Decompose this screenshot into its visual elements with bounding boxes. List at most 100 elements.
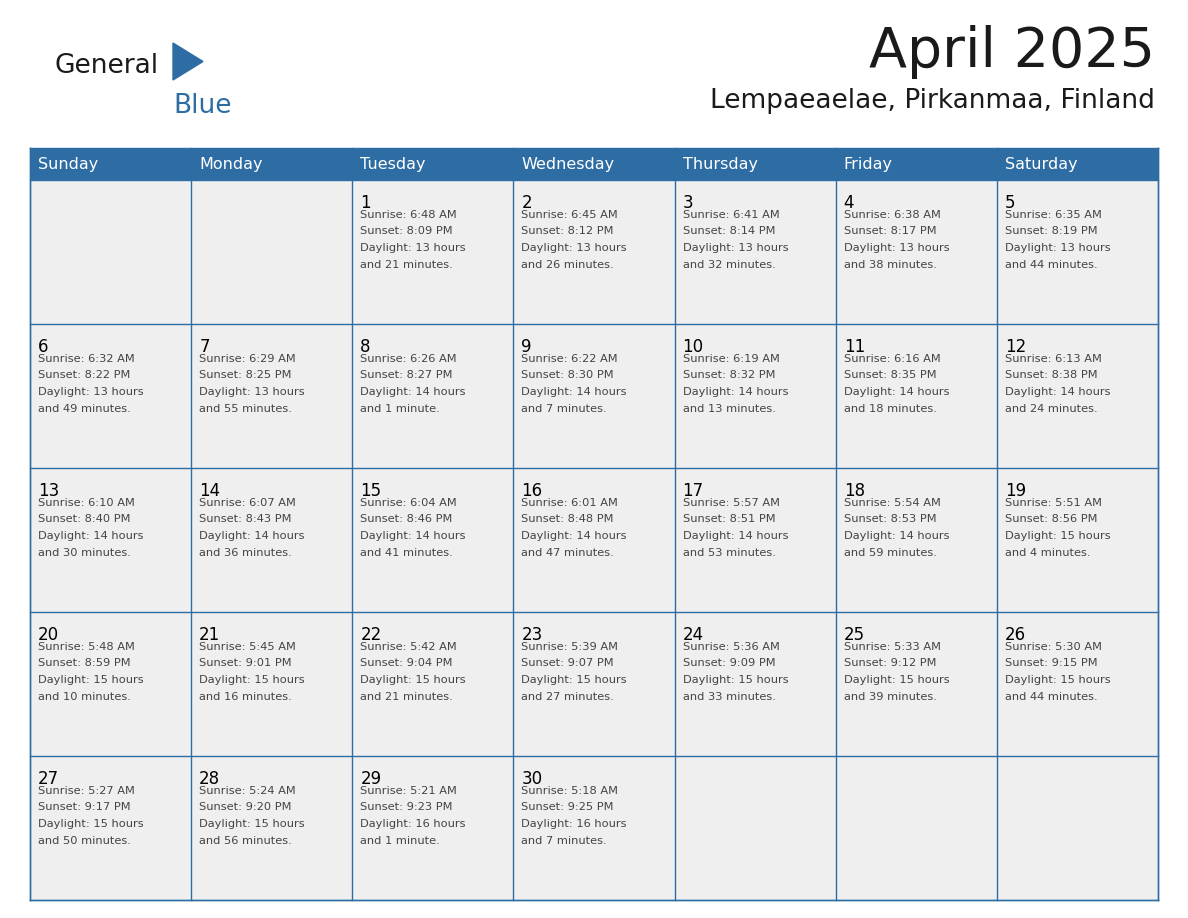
Text: and 53 minutes.: and 53 minutes. [683, 547, 776, 557]
Text: Sunrise: 5:18 AM: Sunrise: 5:18 AM [522, 786, 619, 796]
Text: Sunrise: 6:01 AM: Sunrise: 6:01 AM [522, 498, 618, 508]
Bar [835, 324, 997, 468]
Text: Lempaeaelae, Pirkanmaa, Finland: Lempaeaelae, Pirkanmaa, Finland [710, 88, 1155, 114]
Text: Daylight: 15 hours: Daylight: 15 hours [1005, 675, 1111, 685]
Text: Daylight: 15 hours: Daylight: 15 hours [200, 675, 305, 685]
Bar [835, 180, 997, 324]
Bar [191, 324, 353, 468]
Text: Tuesday: Tuesday [360, 156, 425, 172]
Text: Sunrise: 6:48 AM: Sunrise: 6:48 AM [360, 210, 457, 220]
Text: and 59 minutes.: and 59 minutes. [843, 547, 936, 557]
Text: 18: 18 [843, 482, 865, 500]
Bar [30, 756, 191, 900]
Text: Sunrise: 5:48 AM: Sunrise: 5:48 AM [38, 642, 135, 652]
Bar [513, 756, 675, 900]
Text: Sunrise: 5:42 AM: Sunrise: 5:42 AM [360, 642, 457, 652]
Text: 21: 21 [200, 626, 221, 644]
Text: Sunset: 9:20 PM: Sunset: 9:20 PM [200, 802, 291, 812]
Text: Sunrise: 5:57 AM: Sunrise: 5:57 AM [683, 498, 779, 508]
Text: 30: 30 [522, 770, 543, 788]
Text: Daylight: 14 hours: Daylight: 14 hours [843, 531, 949, 541]
Text: Sunrise: 5:45 AM: Sunrise: 5:45 AM [200, 642, 296, 652]
Text: Sunrise: 5:36 AM: Sunrise: 5:36 AM [683, 642, 779, 652]
Text: Daylight: 14 hours: Daylight: 14 hours [683, 531, 788, 541]
Text: Sunset: 8:12 PM: Sunset: 8:12 PM [522, 227, 614, 237]
Text: Sunrise: 5:27 AM: Sunrise: 5:27 AM [38, 786, 135, 796]
Bar [353, 180, 513, 324]
Text: Sunset: 8:30 PM: Sunset: 8:30 PM [522, 371, 614, 380]
Text: Sunset: 8:56 PM: Sunset: 8:56 PM [1005, 514, 1098, 524]
Bar [513, 612, 675, 756]
Text: Friday: Friday [843, 156, 892, 172]
Text: General: General [55, 53, 159, 79]
Text: Sunrise: 6:04 AM: Sunrise: 6:04 AM [360, 498, 457, 508]
Text: 16: 16 [522, 482, 543, 500]
Bar [997, 756, 1158, 900]
Text: and 39 minutes.: and 39 minutes. [843, 691, 936, 701]
Text: Sunset: 8:51 PM: Sunset: 8:51 PM [683, 514, 776, 524]
Text: Sunrise: 5:24 AM: Sunrise: 5:24 AM [200, 786, 296, 796]
Text: Daylight: 13 hours: Daylight: 13 hours [200, 387, 305, 397]
Text: Sunset: 9:12 PM: Sunset: 9:12 PM [843, 658, 936, 668]
Text: 17: 17 [683, 482, 703, 500]
Bar [30, 180, 191, 324]
Text: 19: 19 [1005, 482, 1026, 500]
Text: 20: 20 [38, 626, 59, 644]
Text: Sunrise: 6:13 AM: Sunrise: 6:13 AM [1005, 354, 1101, 364]
Text: 26: 26 [1005, 626, 1026, 644]
Text: Sunset: 8:32 PM: Sunset: 8:32 PM [683, 371, 775, 380]
Bar [30, 468, 191, 612]
Bar [675, 180, 835, 324]
Text: Daylight: 15 hours: Daylight: 15 hours [200, 819, 305, 829]
Text: and 1 minute.: and 1 minute. [360, 404, 440, 413]
Text: and 13 minutes.: and 13 minutes. [683, 404, 776, 413]
Bar [997, 612, 1158, 756]
Bar [513, 324, 675, 468]
Text: 23: 23 [522, 626, 543, 644]
Bar [30, 324, 191, 468]
Text: and 7 minutes.: and 7 minutes. [522, 404, 607, 413]
Text: 12: 12 [1005, 338, 1026, 356]
Bar [997, 324, 1158, 468]
Text: Daylight: 15 hours: Daylight: 15 hours [522, 675, 627, 685]
Text: Daylight: 15 hours: Daylight: 15 hours [843, 675, 949, 685]
Text: Daylight: 14 hours: Daylight: 14 hours [843, 387, 949, 397]
Text: and 44 minutes.: and 44 minutes. [1005, 260, 1098, 270]
Text: Sunset: 8:46 PM: Sunset: 8:46 PM [360, 514, 453, 524]
Text: Daylight: 13 hours: Daylight: 13 hours [360, 243, 466, 253]
Bar [353, 612, 513, 756]
Text: Thursday: Thursday [683, 156, 758, 172]
Text: Daylight: 14 hours: Daylight: 14 hours [522, 387, 627, 397]
Text: and 21 minutes.: and 21 minutes. [360, 691, 453, 701]
Text: April 2025: April 2025 [868, 25, 1155, 79]
Text: Sunrise: 6:07 AM: Sunrise: 6:07 AM [200, 498, 296, 508]
Text: 22: 22 [360, 626, 381, 644]
Text: 4: 4 [843, 194, 854, 212]
Text: Sunrise: 6:38 AM: Sunrise: 6:38 AM [843, 210, 941, 220]
Text: 8: 8 [360, 338, 371, 356]
Text: and 32 minutes.: and 32 minutes. [683, 260, 776, 270]
Text: Daylight: 13 hours: Daylight: 13 hours [683, 243, 788, 253]
Text: Sunset: 8:53 PM: Sunset: 8:53 PM [843, 514, 936, 524]
Bar [513, 468, 675, 612]
Text: and 50 minutes.: and 50 minutes. [38, 835, 131, 845]
Text: Sunrise: 5:21 AM: Sunrise: 5:21 AM [360, 786, 457, 796]
Text: Sunset: 9:04 PM: Sunset: 9:04 PM [360, 658, 453, 668]
Text: Sunset: 8:14 PM: Sunset: 8:14 PM [683, 227, 775, 237]
Text: and 26 minutes.: and 26 minutes. [522, 260, 614, 270]
Text: 28: 28 [200, 770, 220, 788]
Bar [191, 468, 353, 612]
Text: Sunset: 8:43 PM: Sunset: 8:43 PM [200, 514, 291, 524]
Text: and 1 minute.: and 1 minute. [360, 835, 440, 845]
Bar [835, 468, 997, 612]
Text: Sunset: 8:38 PM: Sunset: 8:38 PM [1005, 371, 1098, 380]
Text: Daylight: 15 hours: Daylight: 15 hours [683, 675, 788, 685]
Text: 27: 27 [38, 770, 59, 788]
Text: Daylight: 14 hours: Daylight: 14 hours [1005, 387, 1111, 397]
Text: Sunrise: 6:26 AM: Sunrise: 6:26 AM [360, 354, 457, 364]
Text: Sunset: 8:59 PM: Sunset: 8:59 PM [38, 658, 131, 668]
Text: Sunset: 8:25 PM: Sunset: 8:25 PM [200, 371, 291, 380]
Bar [353, 324, 513, 468]
Text: and 4 minutes.: and 4 minutes. [1005, 547, 1091, 557]
Text: Sunset: 8:48 PM: Sunset: 8:48 PM [522, 514, 614, 524]
